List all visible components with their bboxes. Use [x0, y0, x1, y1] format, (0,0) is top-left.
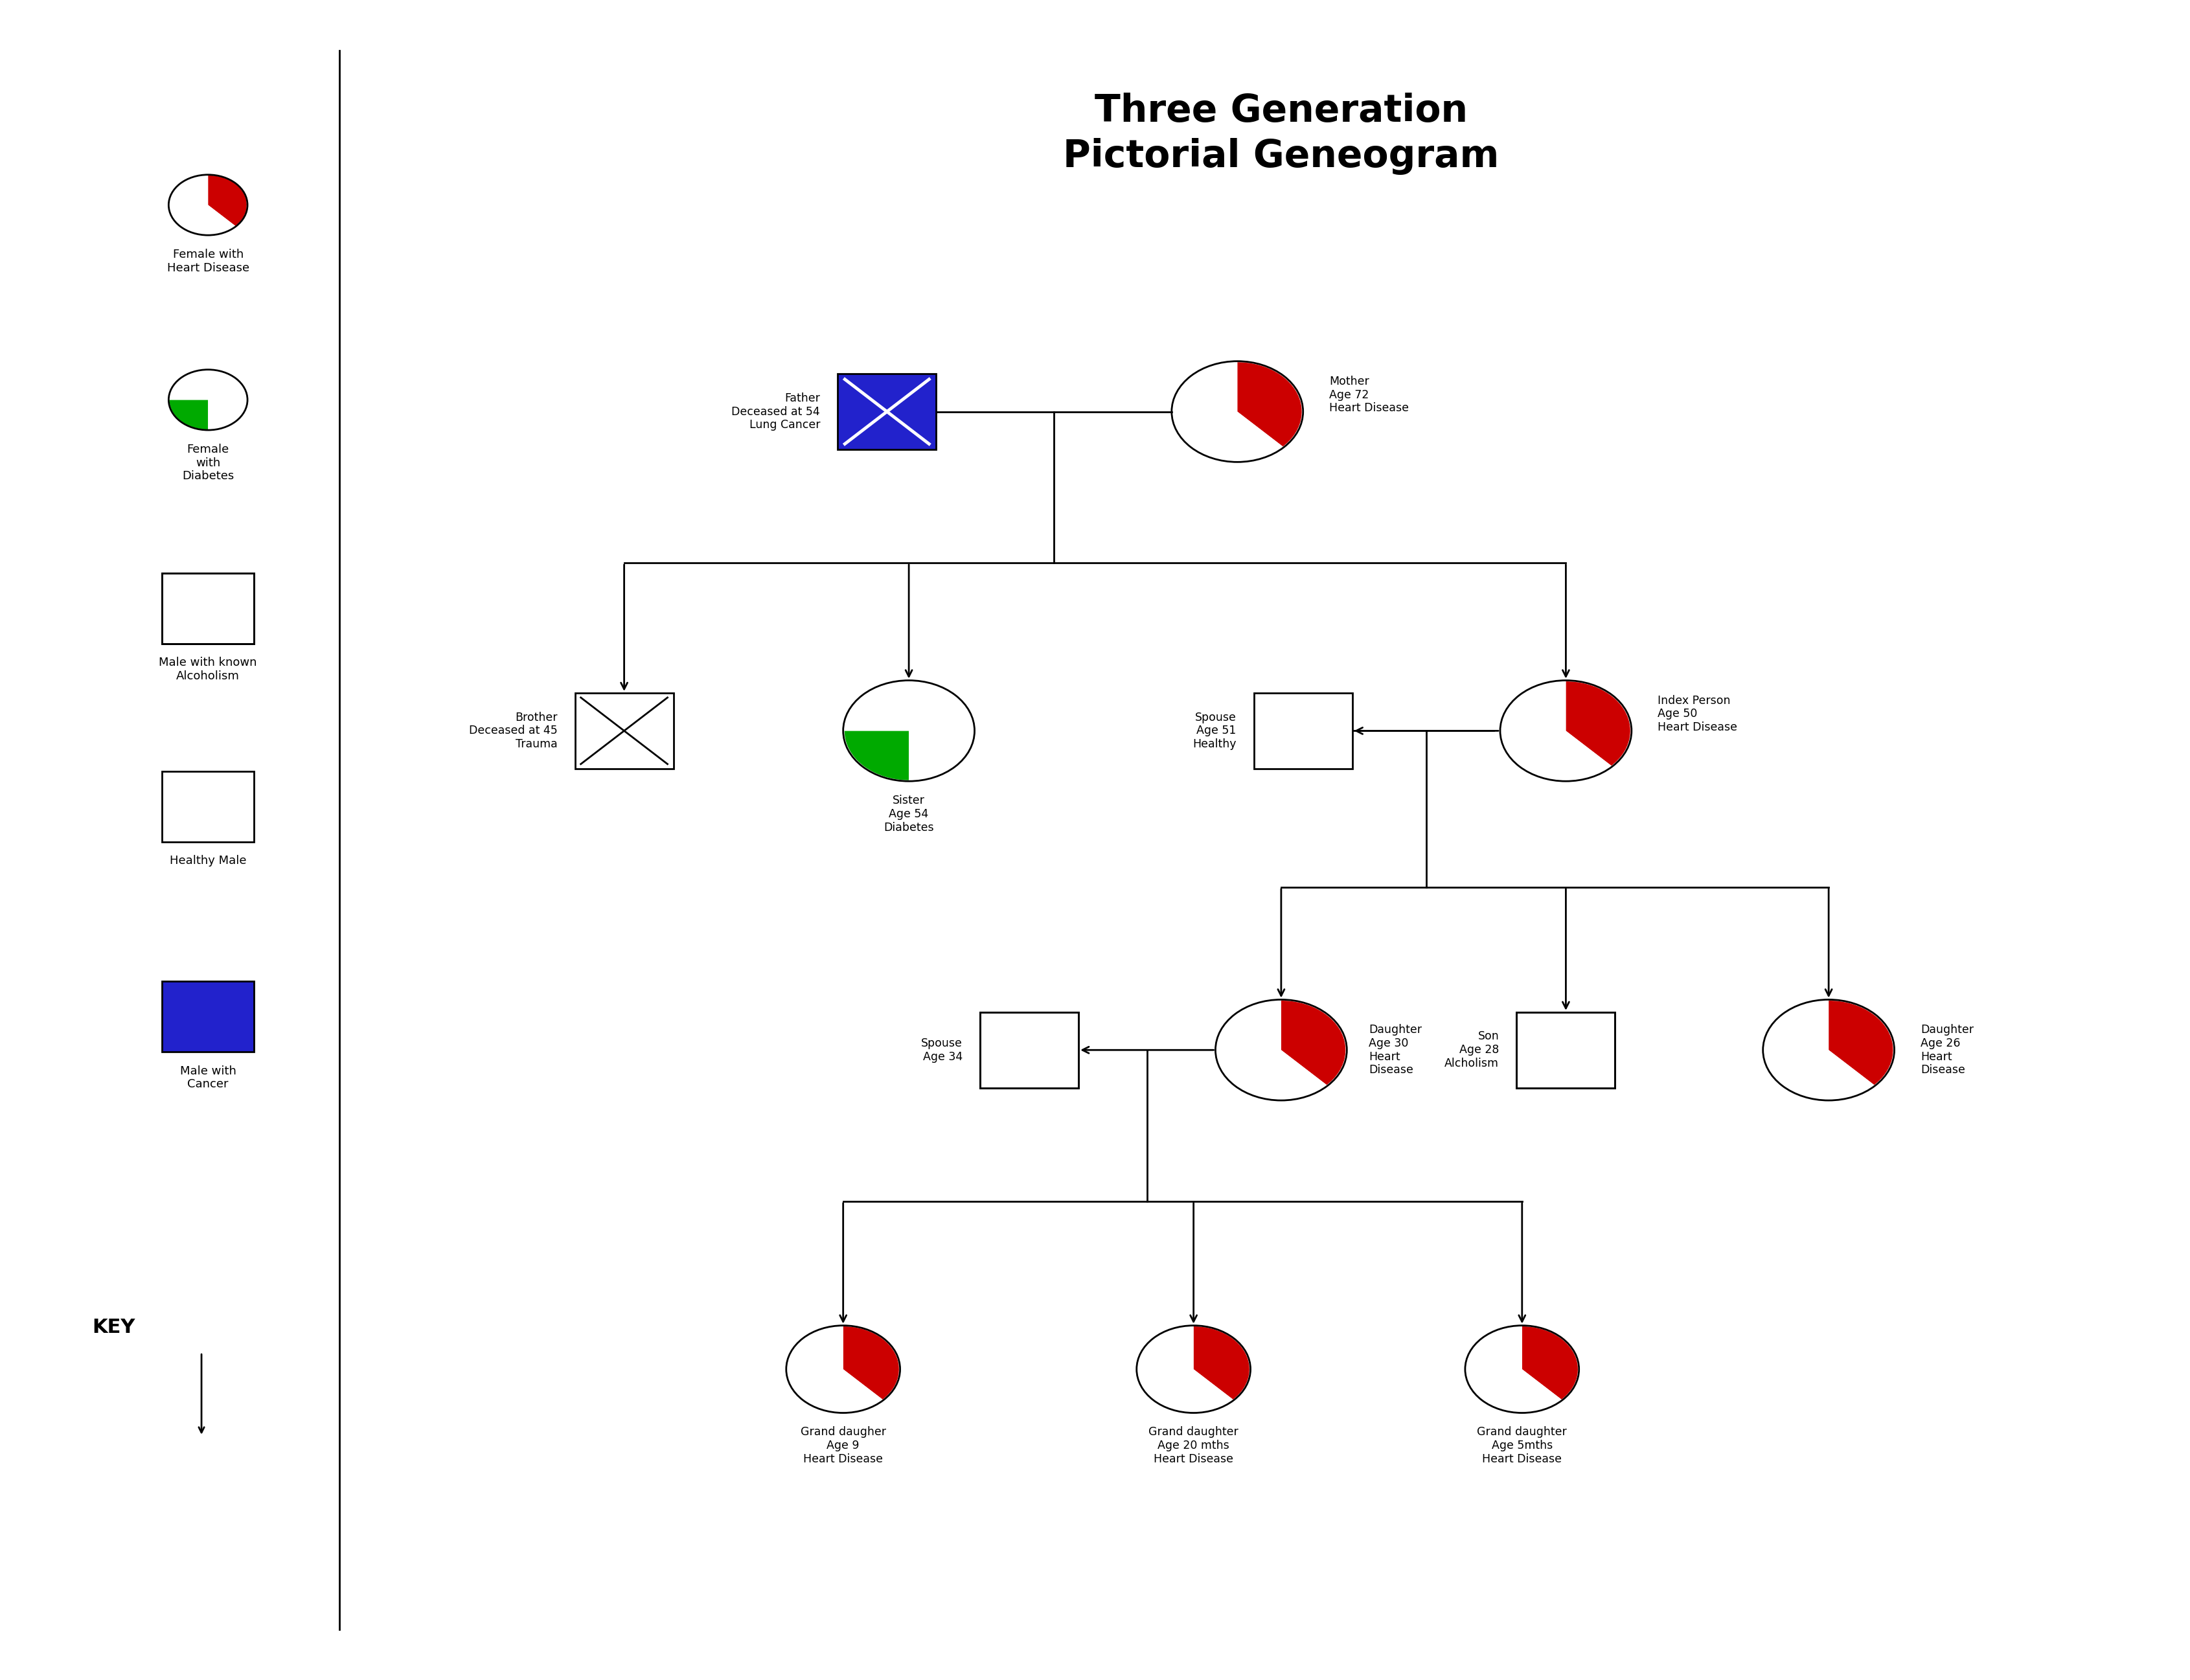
Wedge shape: [845, 682, 972, 780]
Wedge shape: [843, 1327, 898, 1399]
Text: Male with
Cancer: Male with Cancer: [180, 1065, 237, 1090]
Text: Sister
Age 54
Diabetes: Sister Age 54 Diabetes: [885, 795, 933, 833]
Wedge shape: [1467, 1327, 1561, 1411]
Wedge shape: [1522, 1327, 1577, 1399]
Wedge shape: [1829, 1001, 1892, 1085]
Bar: [574, 694, 672, 769]
Text: KEY: KEY: [92, 1317, 136, 1337]
Wedge shape: [169, 175, 234, 235]
Bar: [979, 1011, 1077, 1089]
Wedge shape: [169, 400, 208, 430]
Bar: [979, 1050, 1077, 1089]
Text: Healthy Male: Healthy Male: [169, 855, 247, 867]
Text: Index Person
Age 50
Heart Disease: Index Person Age 50 Heart Disease: [1658, 696, 1737, 732]
Text: Three Generation
Pictorial Geneogram: Three Generation Pictorial Geneogram: [1062, 92, 1500, 175]
Wedge shape: [1765, 1001, 1875, 1099]
Bar: [979, 1011, 1077, 1089]
Bar: [1515, 1050, 1616, 1089]
Text: Female with
Heart Disease: Female with Heart Disease: [166, 249, 250, 274]
Text: Grand daugher
Age 9
Heart Disease: Grand daugher Age 9 Heart Disease: [799, 1426, 887, 1465]
Wedge shape: [1139, 1327, 1233, 1411]
Text: Female
with
Diabetes: Female with Diabetes: [182, 444, 234, 482]
Text: Spouse
Age 34: Spouse Age 34: [922, 1038, 961, 1062]
Text: Daughter
Age 26
Heart
Disease: Daughter Age 26 Heart Disease: [1921, 1025, 1973, 1075]
Wedge shape: [788, 1327, 883, 1411]
Wedge shape: [1237, 363, 1301, 447]
Bar: [1253, 694, 1351, 769]
Wedge shape: [169, 370, 247, 430]
Wedge shape: [845, 731, 909, 780]
Bar: [162, 981, 254, 1052]
Wedge shape: [1566, 682, 1629, 766]
Text: Mother
Age 72
Heart Disease: Mother Age 72 Heart Disease: [1329, 376, 1408, 413]
Wedge shape: [1174, 363, 1283, 460]
Wedge shape: [1281, 1001, 1345, 1085]
Bar: [162, 771, 254, 842]
Bar: [1515, 1011, 1616, 1089]
Wedge shape: [208, 175, 247, 225]
Text: Male with known
Alcoholism: Male with known Alcoholism: [160, 657, 256, 682]
Bar: [1515, 1011, 1616, 1089]
Wedge shape: [1218, 1001, 1327, 1099]
Text: Brother
Deceased at 45
Trauma: Brother Deceased at 45 Trauma: [469, 712, 556, 749]
Wedge shape: [1194, 1327, 1248, 1399]
Text: Daughter
Age 30
Heart
Disease: Daughter Age 30 Heart Disease: [1369, 1025, 1421, 1075]
Bar: [837, 375, 937, 450]
Text: Father
Deceased at 54
Lung Cancer: Father Deceased at 54 Lung Cancer: [731, 393, 819, 430]
Text: Grand daughter
Age 5mths
Heart Disease: Grand daughter Age 5mths Heart Disease: [1476, 1426, 1568, 1465]
Wedge shape: [1502, 682, 1612, 780]
Bar: [162, 573, 254, 643]
Text: Spouse
Age 51
Healthy: Spouse Age 51 Healthy: [1194, 712, 1235, 749]
Bar: [162, 608, 254, 643]
Text: Son
Age 28
Alcholism: Son Age 28 Alcholism: [1445, 1032, 1498, 1068]
Bar: [162, 573, 254, 643]
Text: Grand daughter
Age 20 mths
Heart Disease: Grand daughter Age 20 mths Heart Disease: [1148, 1426, 1240, 1465]
